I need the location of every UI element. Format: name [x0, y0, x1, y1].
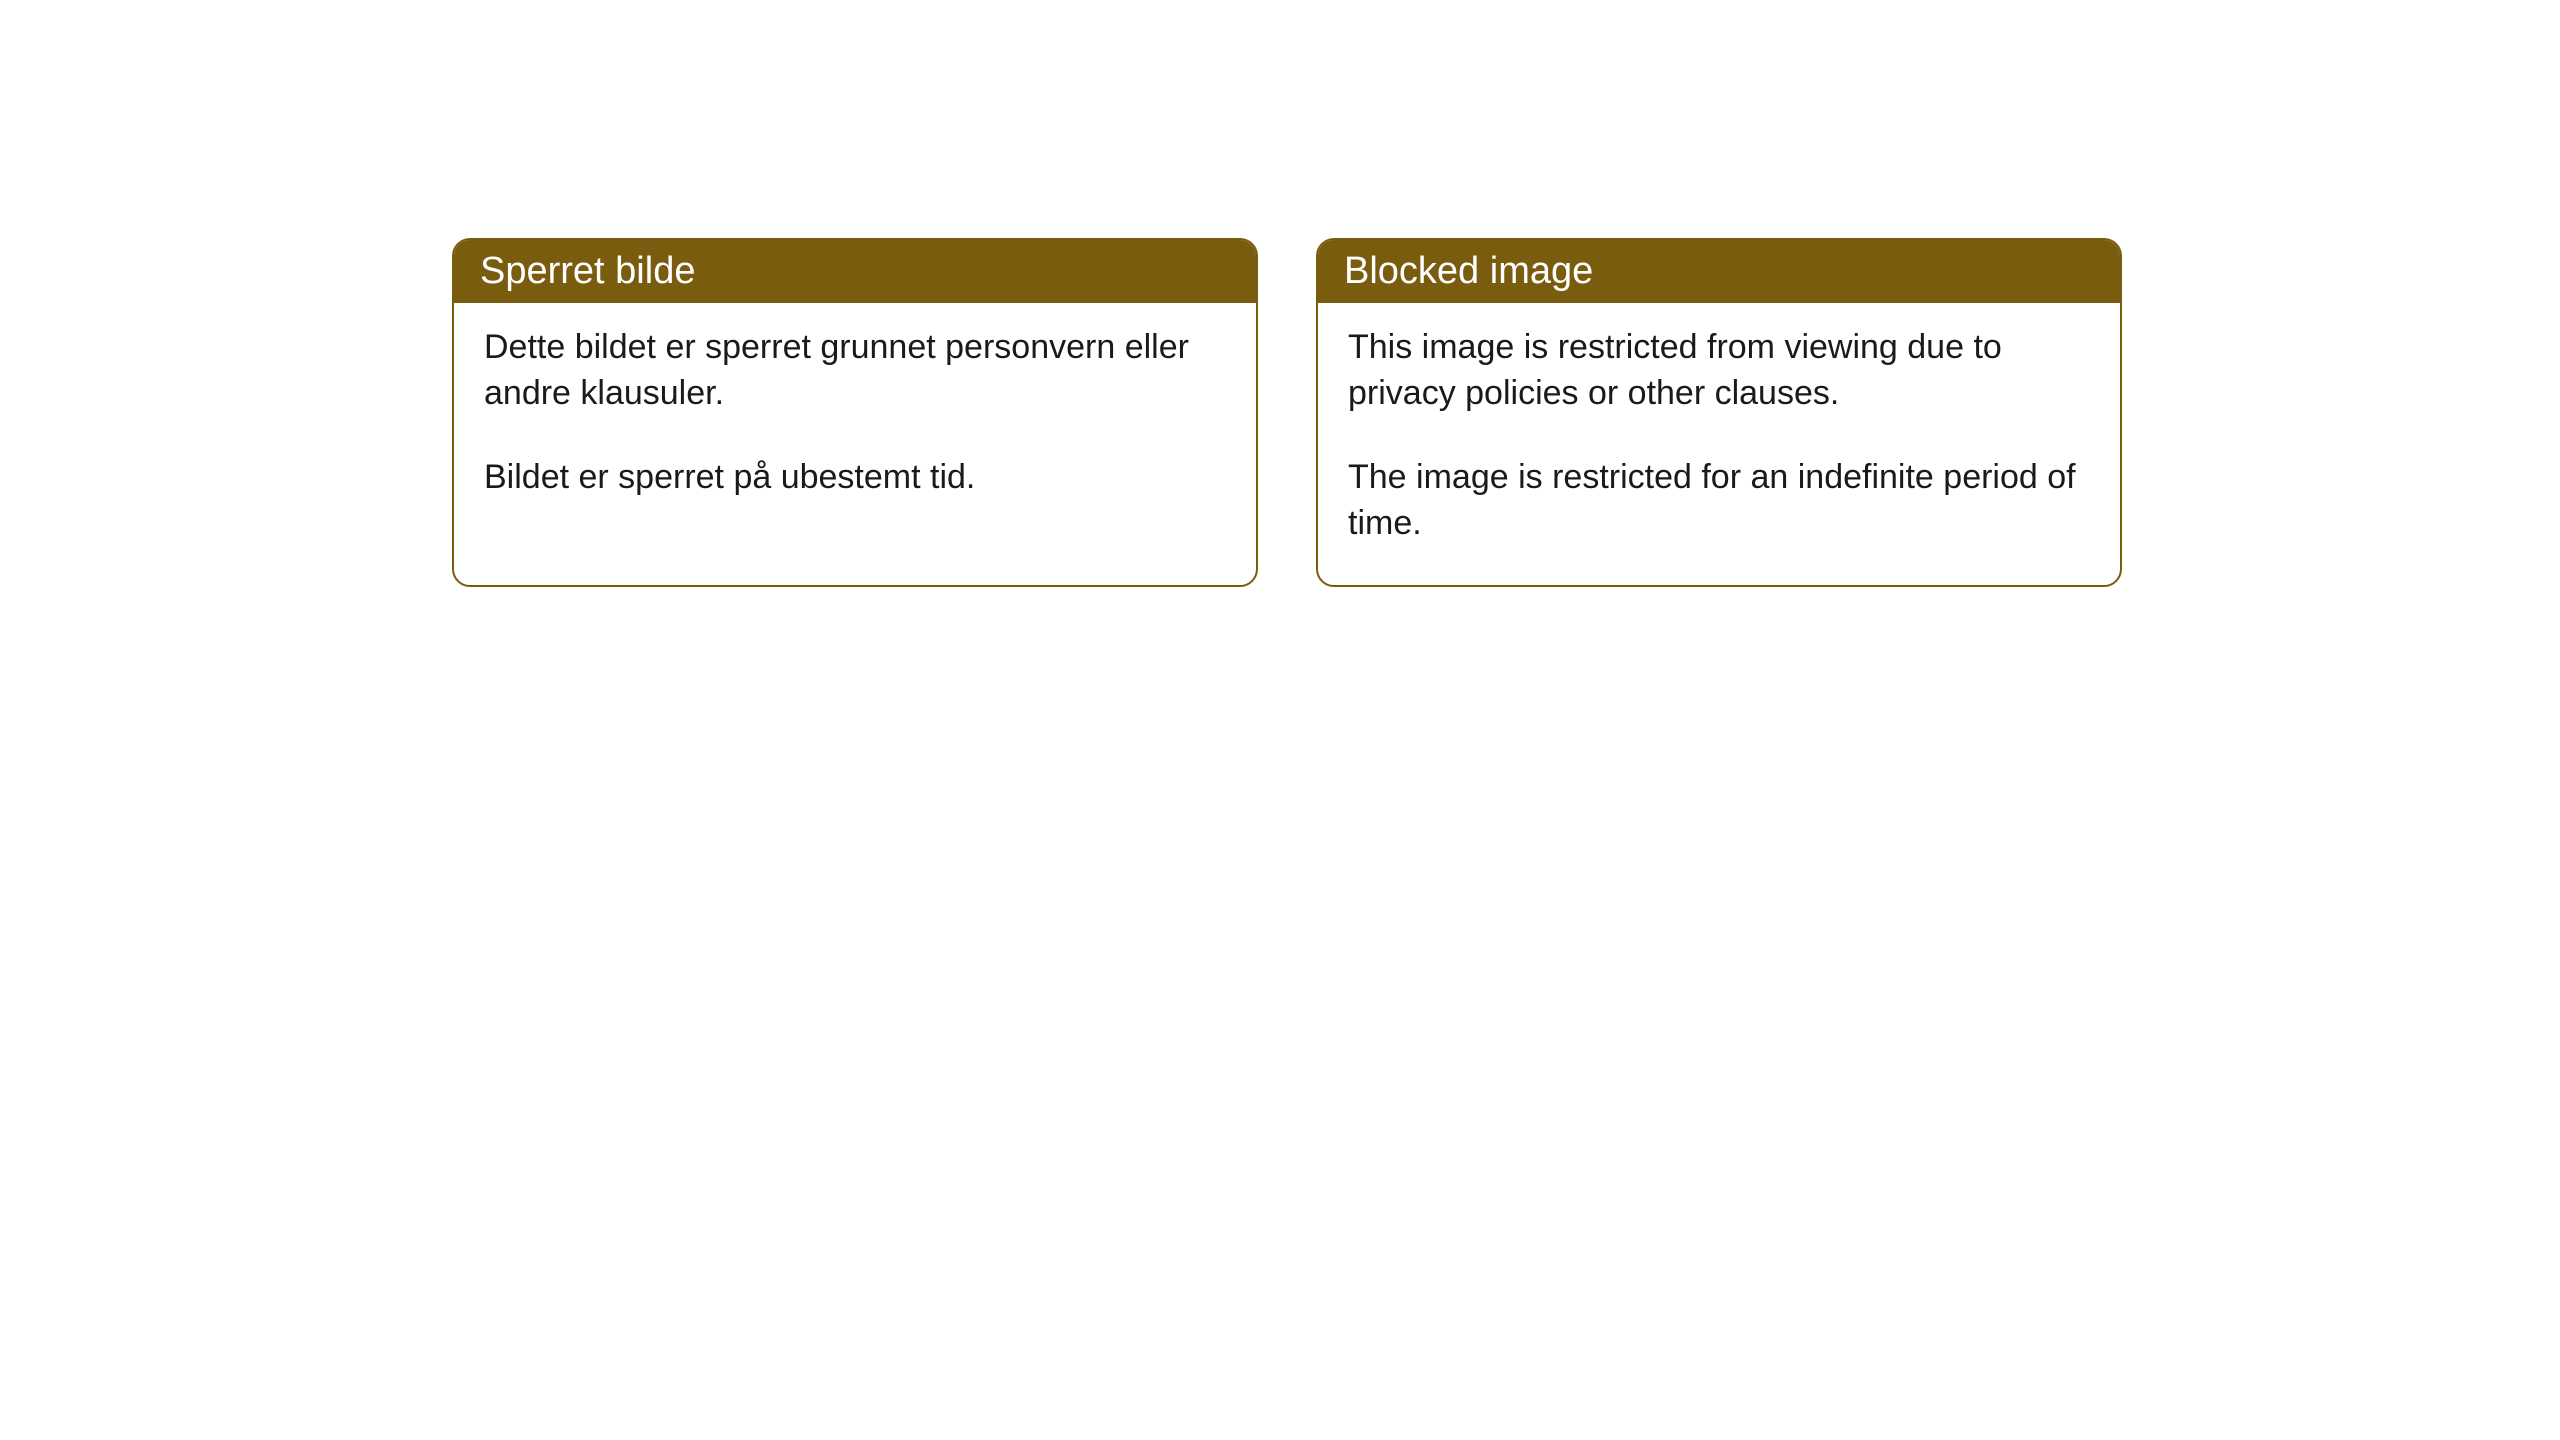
- card-body: This image is restricted from viewing du…: [1318, 303, 2120, 585]
- card-title: Sperret bilde: [480, 250, 695, 292]
- card-header: Blocked image: [1318, 240, 2120, 303]
- notice-cards-container: Sperret bilde Dette bildet er sperret gr…: [452, 238, 2122, 587]
- card-paragraph: Dette bildet er sperret grunnet personve…: [484, 325, 1226, 417]
- card-header: Sperret bilde: [454, 240, 1256, 303]
- card-paragraph: This image is restricted from viewing du…: [1348, 325, 2090, 417]
- notice-card-norwegian: Sperret bilde Dette bildet er sperret gr…: [452, 238, 1258, 587]
- card-body: Dette bildet er sperret grunnet personve…: [454, 303, 1256, 539]
- notice-card-english: Blocked image This image is restricted f…: [1316, 238, 2122, 587]
- card-paragraph: The image is restricted for an indefinit…: [1348, 455, 2090, 547]
- card-title: Blocked image: [1344, 250, 1593, 292]
- card-paragraph: Bildet er sperret på ubestemt tid.: [484, 455, 1226, 501]
